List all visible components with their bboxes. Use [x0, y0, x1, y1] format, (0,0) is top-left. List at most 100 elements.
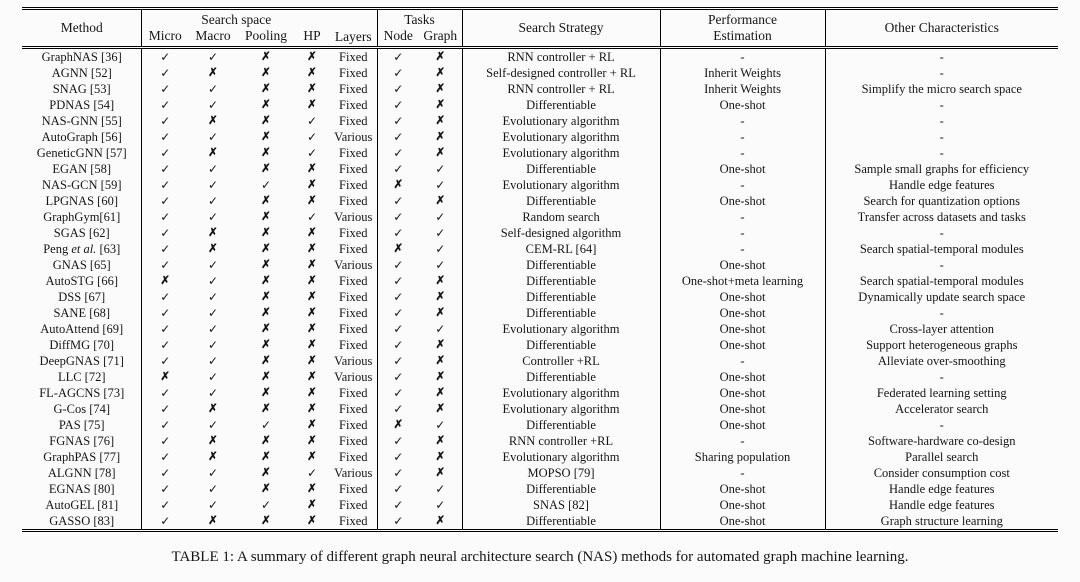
micro-mark-cell: ✓ [141, 385, 188, 401]
graph-mark-cell: ✗ [435, 451, 446, 463]
performance-estimation-cell: - [659, 177, 826, 193]
table-row: DSS [67] ✓ ✓ ✗ ✗ Fixed ✓ ✗ Differentiabl… [22, 289, 1059, 305]
layers-cell: Fixed [339, 482, 368, 496]
micro-mark-cell: ✓ [141, 465, 188, 481]
search-strategy-cell: Controller +RL [461, 353, 661, 369]
layers-cell: Fixed [339, 290, 368, 304]
method-cell: FL-AGCNS [73] [39, 386, 125, 400]
hp-mark-cell: ✗ [307, 163, 317, 175]
layers-cell: Fixed [339, 386, 368, 400]
node-mark-cell: ✗ [376, 417, 420, 433]
micro-mark-cell: ✓ [141, 145, 188, 161]
macro-mark-cell: ✓ [207, 98, 219, 112]
layers-cell: Fixed [339, 402, 368, 416]
hp-mark-cell: ✓ [306, 114, 318, 128]
table-row: GraphPAS [77] ✓ ✗ ✗ ✗ Fixed ✓ ✗ Evolutio… [22, 449, 1059, 465]
performance-estimation-line1: Performance [708, 12, 777, 27]
macro-mark-cell: ✗ [208, 227, 218, 239]
macro-mark-cell: ✓ [207, 306, 219, 320]
method-cell: DiffMG [70] [49, 338, 115, 352]
graph-mark-cell: ✓ [435, 482, 446, 496]
layers-cell: Fixed [339, 274, 368, 288]
table-row: SANE [68] ✓ ✓ ✗ ✗ Fixed ✓ ✗ Differentiab… [22, 305, 1059, 321]
node-mark-cell: ✓ [376, 161, 420, 177]
pooling-mark-cell: ✗ [261, 371, 271, 383]
search-strategy-cell: Differentiable [461, 513, 661, 531]
other-characteristics-cell: Accelerator search [824, 401, 1059, 417]
layers-cell: Fixed [339, 194, 368, 208]
hp-mark-cell: ✗ [307, 99, 317, 111]
nas-methods-table: Method Search space Layers Tasks Search … [21, 7, 1059, 532]
table-row: AutoSTG [66] ✗ ✓ ✗ ✗ Fixed ✓ ✗ Different… [22, 273, 1059, 289]
performance-estimation-cell: - [659, 209, 826, 225]
graph-mark-cell: ✗ [435, 195, 446, 207]
pooling-mark-cell: ✗ [261, 515, 271, 527]
micro-mark-cell: ✓ [141, 305, 188, 321]
search-strategy-cell: Random search [461, 209, 661, 225]
performance-estimation-cell: - [659, 145, 826, 161]
node-mark-cell: ✓ [376, 305, 420, 321]
search-strategy-cell: CEM-RL [64] [461, 241, 661, 257]
performance-estimation-cell: - [659, 241, 826, 257]
graph-mark-cell: ✗ [435, 83, 446, 95]
other-characteristics-cell: - [824, 257, 1059, 273]
col-header-search-strategy: Search Strategy [461, 8, 661, 48]
micro-mark-cell: ✓ [141, 209, 188, 225]
performance-estimation-cell: One-shot [659, 417, 826, 433]
search-strategy-cell: Differentiable [461, 289, 661, 305]
node-mark-cell: ✓ [376, 401, 420, 417]
search-strategy-cell: Differentiable [461, 337, 661, 353]
search-strategy-cell: Differentiable [461, 481, 661, 497]
micro-mark-cell: ✓ [141, 321, 188, 337]
pooling-mark-cell: ✗ [261, 195, 271, 207]
node-mark-cell: ✓ [376, 433, 420, 449]
table-row: DiffMG [70] ✓ ✓ ✗ ✗ Fixed ✓ ✗ Differenti… [22, 337, 1059, 353]
node-mark-cell: ✓ [376, 193, 420, 209]
performance-estimation-cell: One-shot+meta learning [659, 273, 826, 289]
macro-mark-cell: ✓ [207, 178, 219, 192]
layers-cell: Fixed [339, 162, 368, 176]
performance-estimation-cell: - [659, 129, 826, 145]
macro-mark-cell: ✓ [207, 162, 219, 176]
macro-mark-cell: ✓ [207, 466, 219, 480]
node-mark-cell: ✓ [376, 97, 420, 113]
table-header: Method Search space Layers Tasks Search … [22, 8, 1059, 48]
layers-cell: Fixed [339, 434, 368, 448]
graph-mark-cell: ✗ [435, 515, 446, 527]
graph-mark-cell: ✓ [435, 210, 446, 224]
performance-estimation-cell: One-shot [659, 305, 826, 321]
micro-mark-cell: ✓ [141, 97, 188, 113]
performance-estimation-cell: One-shot [659, 289, 826, 305]
pooling-mark-cell: ✗ [261, 387, 271, 399]
pooling-mark-cell: ✗ [261, 147, 271, 159]
col-header-method: Method [60, 20, 103, 35]
search-strategy-cell: Differentiable [461, 193, 661, 209]
table-row: NAS-GCN [59] ✓ ✓ ✓ ✗ Fixed ✗ ✓ Evolution… [22, 177, 1059, 193]
macro-mark-cell: ✓ [207, 322, 219, 336]
node-mark-cell: ✓ [376, 113, 420, 129]
table-row: NAS-GNN [55] ✓ ✗ ✗ ✓ Fixed ✓ ✗ Evolution… [22, 113, 1059, 129]
table-row: AGNN [52] ✓ ✗ ✗ ✗ Fixed ✓ ✗ Self-designe… [22, 65, 1059, 81]
layers-cell: Various [334, 370, 373, 384]
node-mark-cell: ✓ [376, 337, 420, 353]
hp-mark-cell: ✓ [306, 466, 318, 480]
table-row: GeneticGNN [57] ✓ ✗ ✗ ✓ Fixed ✓ ✗ Evolut… [22, 145, 1059, 161]
hp-mark-cell: ✗ [307, 83, 317, 95]
macro-mark-cell: ✓ [207, 274, 219, 288]
pooling-mark-cell: ✗ [261, 403, 271, 415]
method-cell: AutoAttend [69] [40, 322, 124, 336]
table-row: GraphGym[61] ✓ ✓ ✗ ✓ Various ✓ ✓ Random … [22, 209, 1059, 225]
performance-estimation-line2: Estimation [713, 28, 772, 43]
search-strategy-cell: Evolutionary algorithm [461, 177, 661, 193]
micro-mark-cell: ✓ [141, 401, 188, 417]
macro-mark-cell: ✗ [208, 451, 218, 463]
graph-mark-cell: ✓ [435, 322, 446, 336]
performance-estimation-cell: - [659, 225, 826, 241]
other-characteristics-cell: - [824, 97, 1059, 113]
graph-mark-cell: ✗ [435, 403, 446, 415]
graph-mark-cell: ✗ [435, 387, 446, 399]
graph-mark-cell: ✗ [435, 339, 446, 351]
search-strategy-cell: Differentiable [461, 417, 661, 433]
node-mark-cell: ✓ [376, 81, 420, 97]
hp-mark-cell: ✓ [306, 146, 318, 160]
